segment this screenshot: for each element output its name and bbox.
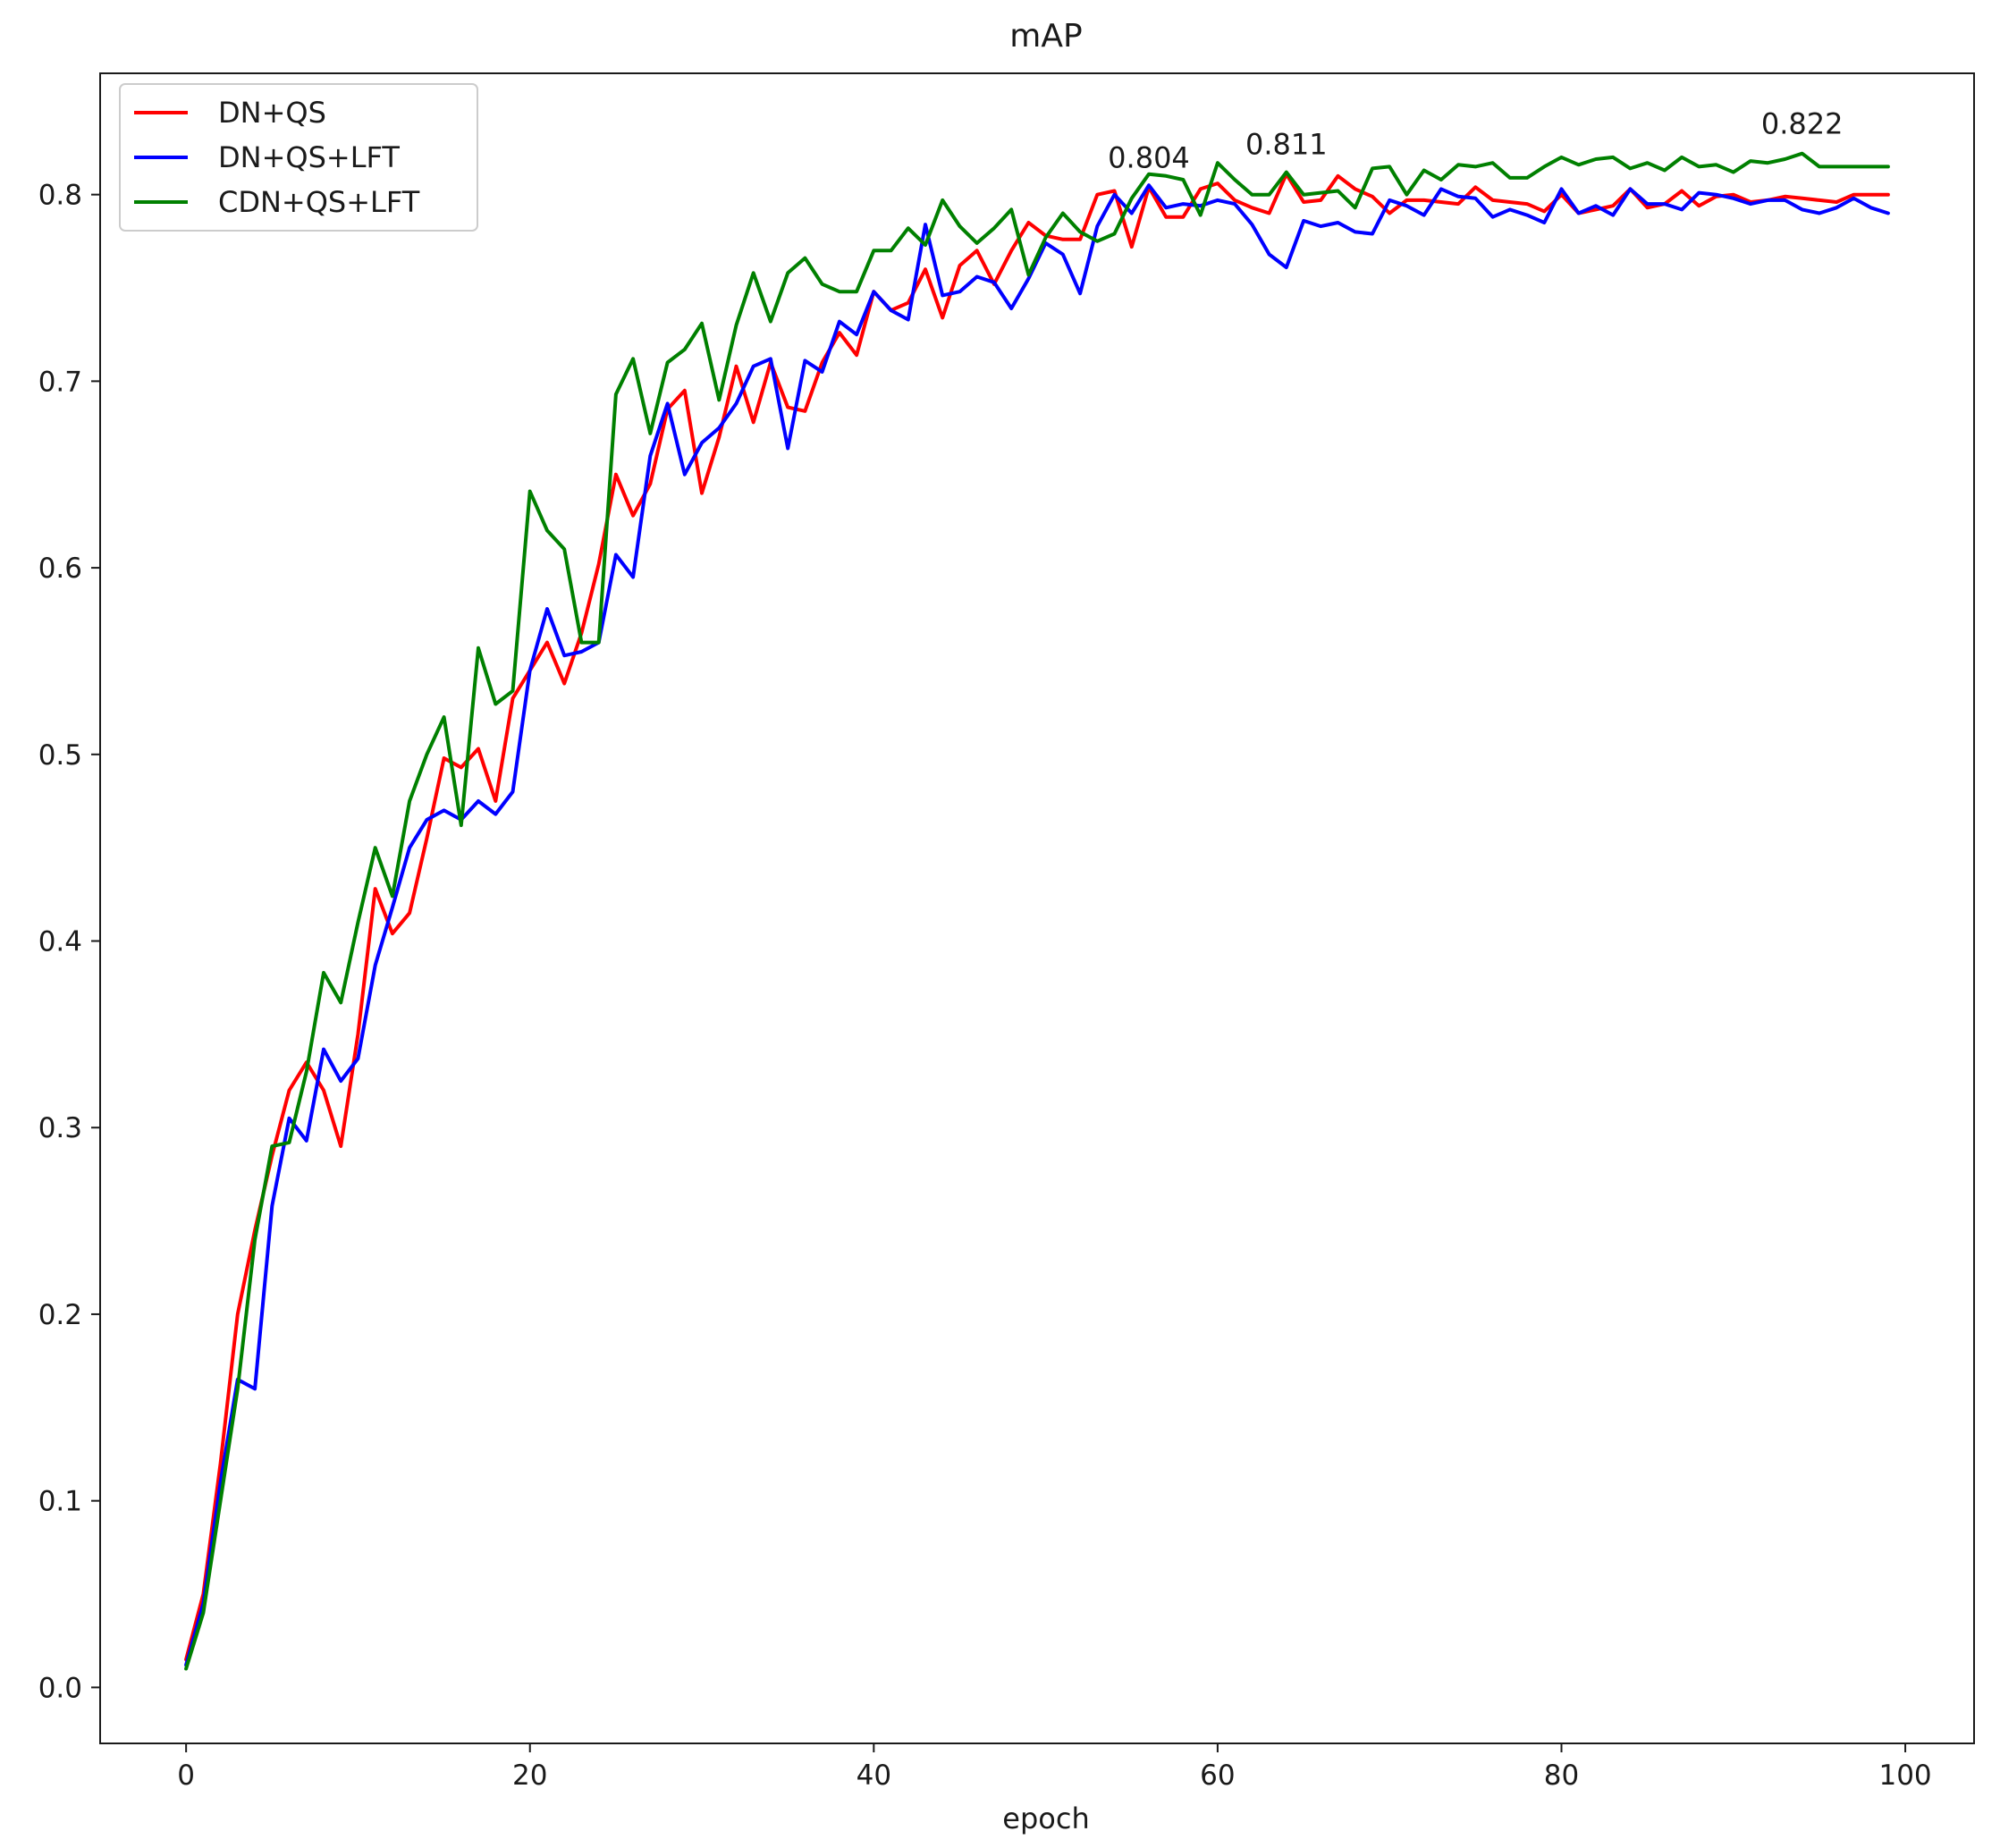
y-tick-label: 0.0 [38,1672,82,1704]
y-tick-label: 0.8 [38,180,82,212]
y-tick-label: 0.5 [38,739,82,772]
x-axis-title: epoch [1002,1802,1089,1835]
legend-label: DN+QS+LFT [218,140,400,174]
annotation-layer: 0.804 0.811 0.822 [1108,107,1843,175]
y-tick-label: 0.1 [38,1486,82,1518]
peak-annotation: 0.804 [1108,140,1190,174]
x-tick-label: 0 [177,1759,195,1792]
x-tick-label: 60 [1200,1759,1235,1792]
legend-label: CDN+QS+LFT [218,185,420,219]
legend-box [119,83,478,232]
x-tick-label: 20 [512,1759,547,1792]
peak-annotation: 0.822 [1761,107,1844,141]
y-tick-label: 0.6 [38,553,82,585]
x-tick-label: 100 [1878,1759,1931,1792]
series-line-3 [184,151,1890,1671]
legend: DN+QS DN+QS+LFT CDN+QS+LFT [119,83,478,232]
series-layer [184,151,1890,1671]
y-tick-label: 0.7 [38,366,82,398]
y-tick-label: 0.3 [38,1112,82,1144]
series-line-1 [184,172,1890,1662]
y-tick-label: 0.2 [38,1299,82,1331]
axes-layer: 0 20 40 60 80 100 0.0 0.1 0.2 0.3 0.4 0.5 0.6 0.7 0.8 [38,180,1932,1792]
legend-label: DN+QS [218,96,326,130]
series-line-2 [184,183,1890,1667]
x-tick-label: 80 [1544,1759,1579,1792]
peak-annotation: 0.811 [1245,128,1328,162]
y-tick-label: 0.4 [38,926,82,958]
chart-title: mAP [1009,18,1082,55]
x-tick-label: 40 [857,1759,891,1792]
